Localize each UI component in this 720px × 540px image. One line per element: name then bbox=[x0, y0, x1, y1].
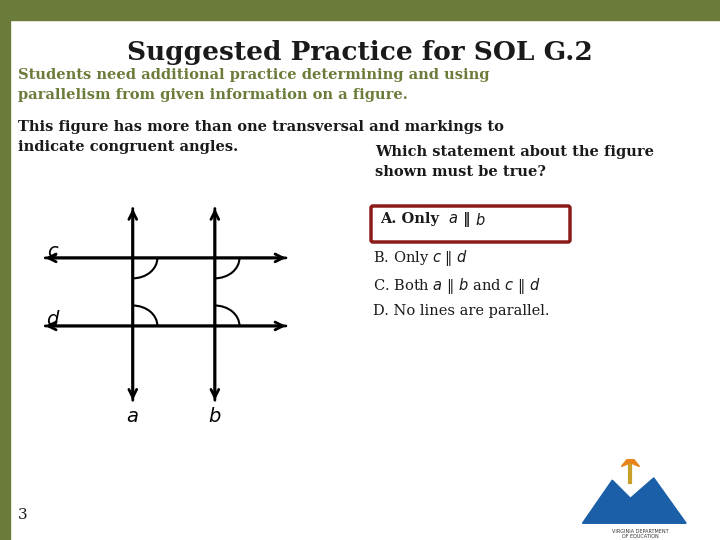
Text: ‖: ‖ bbox=[458, 212, 475, 227]
Text: VIRGINIA DEPARTMENT
OF EDUCATION: VIRGINIA DEPARTMENT OF EDUCATION bbox=[613, 529, 669, 539]
Text: D. No lines are parallel.: D. No lines are parallel. bbox=[373, 304, 549, 318]
Text: C. Both $a$ ‖ $b$ and $c$ ‖ $d$: C. Both $a$ ‖ $b$ and $c$ ‖ $d$ bbox=[373, 276, 541, 296]
Text: $d$: $d$ bbox=[46, 309, 60, 329]
Text: Students need additional practice determining and using
parallelism from given i: Students need additional practice determ… bbox=[18, 68, 490, 102]
Bar bbox=[0, 0, 10, 540]
Text: 3: 3 bbox=[18, 508, 27, 522]
Polygon shape bbox=[621, 455, 639, 467]
Text: $c$: $c$ bbox=[48, 241, 60, 261]
Text: $b$: $b$ bbox=[475, 212, 485, 228]
Text: $a$: $a$ bbox=[448, 212, 458, 226]
Text: A. Only: A. Only bbox=[380, 212, 444, 226]
Text: $a$: $a$ bbox=[127, 407, 139, 426]
Bar bbox=[0, 0, 720, 20]
Text: $b$: $b$ bbox=[208, 407, 222, 426]
Text: Suggested Practice for SOL G.2: Suggested Practice for SOL G.2 bbox=[127, 40, 593, 65]
Text: B. Only $c$ ‖ $d$: B. Only $c$ ‖ $d$ bbox=[373, 248, 468, 268]
Text: Which statement about the figure
shown must be true?: Which statement about the figure shown m… bbox=[375, 145, 654, 179]
Text: This figure has more than one transversal and markings to
indicate congruent ang: This figure has more than one transversa… bbox=[18, 120, 504, 153]
Polygon shape bbox=[582, 478, 686, 523]
